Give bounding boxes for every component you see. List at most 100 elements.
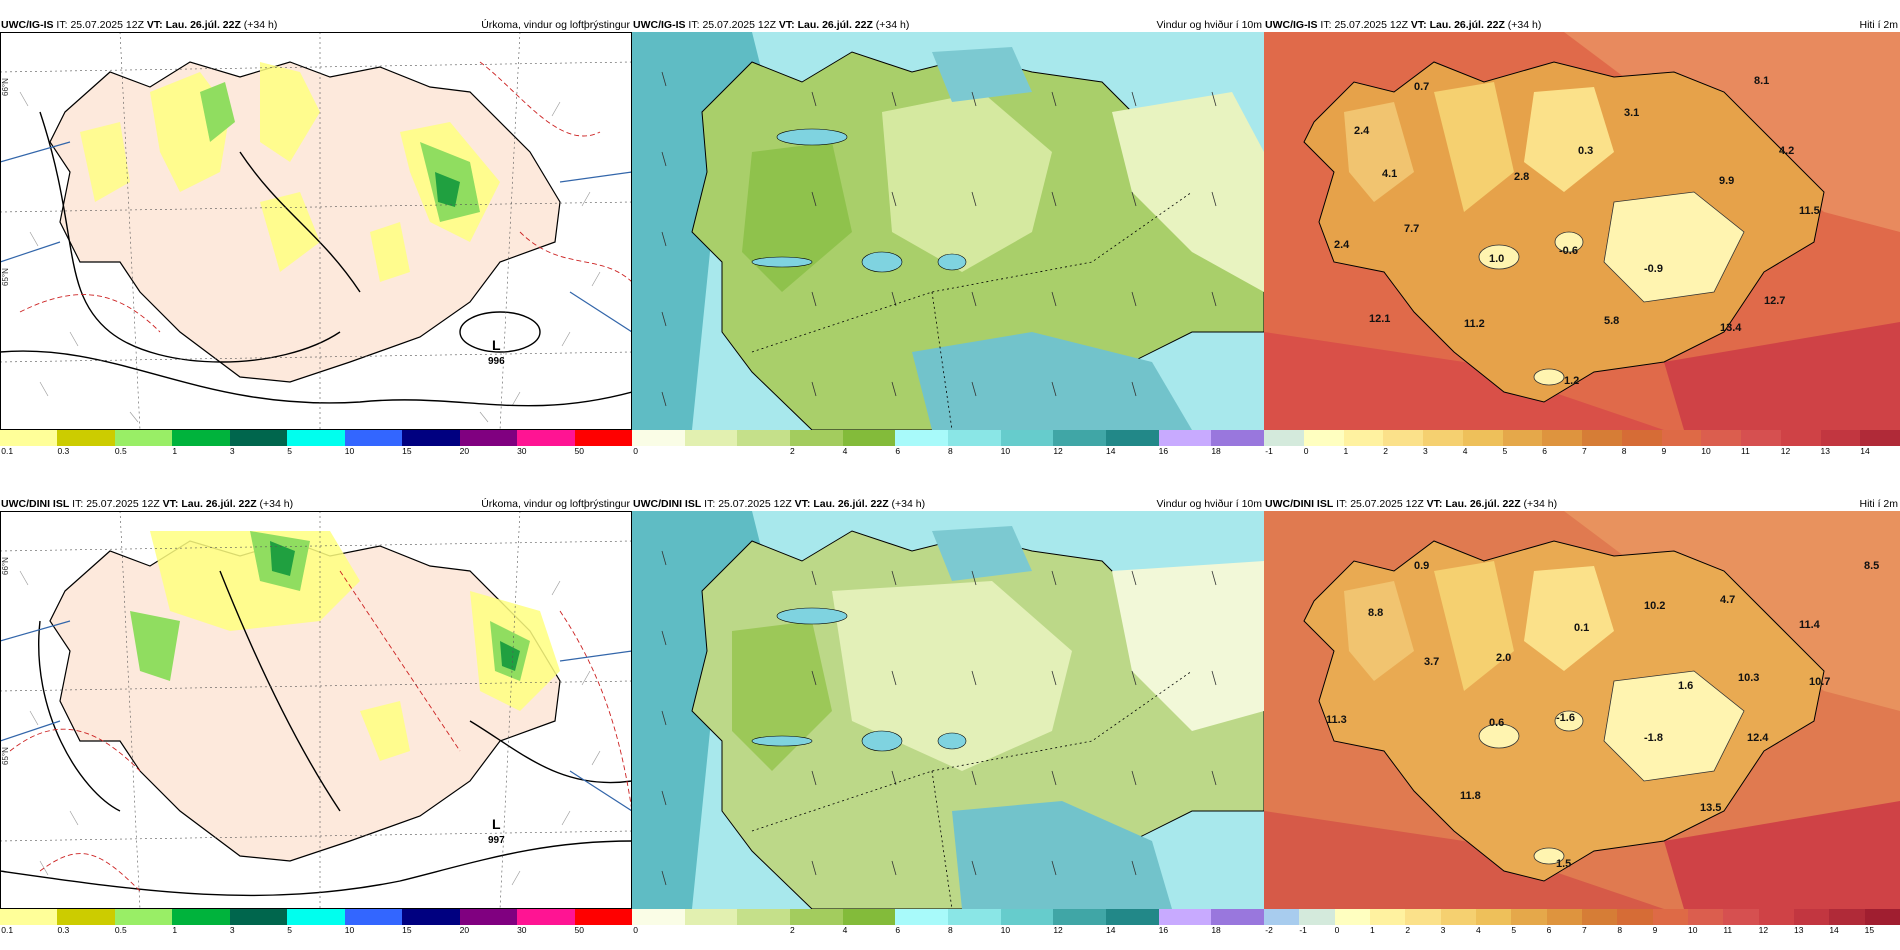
- colorbar-ticks: -1 0 1 2 3 4 5 6 7 8 9 10 11 12 13 14: [1264, 446, 1900, 458]
- low-pressure-letter: L: [492, 816, 501, 832]
- colorbar-tick-label: 15: [402, 446, 412, 456]
- temp-value: 1.2: [1564, 375, 1579, 387]
- panel-wind-row1: UWC/IG-IS IT: 25.07.2025 12Z VT: Lau. 26…: [632, 18, 1265, 458]
- colorbar-swatch: [574, 430, 632, 446]
- colorbar-swatch: [0, 909, 58, 925]
- colorbar-swatch: [1299, 909, 1335, 925]
- temp-value: 8.5: [1864, 560, 1879, 572]
- temp-value: 4.2: [1779, 145, 1794, 157]
- low-pressure-value: 996: [488, 356, 505, 367]
- colorbar-tick-label: 6: [1546, 925, 1552, 935]
- model-name: UWC/IG-IS: [633, 19, 686, 31]
- island-land: [1303, 540, 1825, 882]
- colorbar-swatch: [1211, 430, 1265, 446]
- colorbar-swatch: [344, 430, 403, 446]
- temp-value: 4.1: [1382, 168, 1397, 180]
- colorbar-tick-label: 6: [895, 925, 901, 935]
- temp-value: -0.9: [1644, 263, 1663, 275]
- colorbar-tick-label: 4: [842, 925, 848, 935]
- low-pressure-letter: L: [492, 337, 501, 353]
- model-name: UWC/DINI ISL: [633, 498, 702, 510]
- colorbar-swatch: [1582, 430, 1622, 446]
- panel-title: Hiti í 2m: [1859, 19, 1898, 31]
- lead-time: (+34 h): [1507, 19, 1542, 31]
- colorbar-swatch: [948, 909, 1001, 925]
- colorbar-swatch: [402, 909, 460, 925]
- temp-value: 13.4: [1720, 322, 1742, 334]
- it-label: IT:: [688, 19, 700, 31]
- precip-areas: [80, 62, 500, 282]
- colorbar-tick-label: 18: [1211, 446, 1221, 456]
- colorbar-swatch: [1723, 909, 1759, 925]
- island-land: [1303, 61, 1825, 403]
- colorbar-swatch: [895, 909, 949, 925]
- wind-map: [632, 511, 1264, 909]
- blue-lines: [0, 620, 632, 812]
- colorbar-swatch: [1000, 909, 1054, 925]
- colorbar-swatch: [0, 430, 58, 446]
- colorbar-tick-label: 8: [1621, 446, 1627, 456]
- colorbar-tick-label: 30: [517, 925, 527, 935]
- colorbar-swatch: [1701, 430, 1741, 446]
- colorbar-tick-label: 20: [459, 446, 470, 456]
- it-value: 25.07.2025 12Z: [1350, 498, 1424, 510]
- colorbar-swatch: [1621, 430, 1662, 446]
- colorbar-tick-label: 0.1: [1, 446, 14, 456]
- colorbar-tick-label: 20: [459, 925, 470, 935]
- colorbar-swatch: [1661, 430, 1702, 446]
- lead-time: (+34 h): [1523, 498, 1558, 510]
- temp-value: 3.7: [1424, 656, 1439, 668]
- colorbar-tick-label: 10: [1701, 446, 1711, 456]
- colorbar-tick-label: 10: [344, 925, 355, 935]
- colorbar-swatch: [684, 430, 738, 446]
- colorbar-tick-label: 0.5: [114, 446, 127, 456]
- colorbar-tick-label: -1: [1299, 925, 1307, 935]
- colorbar-swatch: [1741, 430, 1781, 446]
- colorbar-swatch: [114, 430, 173, 446]
- lat-label: 65°N: [1, 747, 10, 765]
- colorbar-tick-label: 4: [1476, 925, 1481, 935]
- panel-header: UWC/IG-IS IT: 25.07.2025 12Z VT: Lau. 26…: [0, 18, 632, 32]
- temp-value: 11.8: [1460, 790, 1481, 802]
- colorbar-tick-label: 3: [229, 446, 235, 456]
- temp-value: 11.2: [1464, 318, 1485, 330]
- it-label: IT:: [1336, 498, 1348, 510]
- colorbar-swatch: [632, 909, 685, 925]
- colorbar-swatch: [895, 430, 949, 446]
- vt-value: Lau. 26.júl. 22Z: [181, 498, 257, 510]
- precip-map: L 996 66°N 65°N: [0, 32, 632, 430]
- it-label: IT:: [56, 19, 68, 31]
- colorbar-tick-label: 16: [1158, 446, 1169, 456]
- temp-values: 0.9 8.5 8.8 10.2 4.7 0.1 11.4 3.7 2.0 10…: [1326, 560, 1879, 870]
- colorbar-swatch: [517, 909, 575, 925]
- colorbar-swatch: [1542, 430, 1582, 446]
- colorbar-swatch: [57, 909, 115, 925]
- colorbar-swatch: [517, 430, 575, 446]
- panel-title: Hiti í 2m: [1859, 498, 1898, 510]
- colorbar-tick-label: 8: [948, 446, 953, 456]
- colorbar-tick-label: 50: [574, 925, 584, 935]
- lead-time: (+34 h): [243, 19, 278, 31]
- temp-value: 8.1: [1754, 75, 1769, 87]
- colorbar-tick-label: 6: [895, 446, 901, 456]
- colorbar-tick-label: 7: [1582, 925, 1587, 935]
- vt-value: Lau. 26.júl. 22Z: [165, 19, 241, 31]
- vt-value: Lau. 26.júl. 22Z: [1445, 498, 1521, 510]
- colorbar-swatch: [1303, 430, 1344, 446]
- colorbar-tick-label: 10: [1000, 925, 1011, 935]
- colorbar-tick-label: 14: [1829, 925, 1839, 935]
- colorbar-tick-label: -1: [1265, 446, 1273, 456]
- colorbar-tick-label: 18: [1211, 925, 1221, 935]
- colorbar-precip: [0, 430, 632, 446]
- colorbar-swatch: [737, 430, 791, 446]
- temp-value: -1.8: [1644, 732, 1663, 744]
- temp-value: 12.7: [1764, 295, 1785, 307]
- colorbar-swatch: [1502, 430, 1543, 446]
- temp-value: 9.9: [1719, 175, 1734, 187]
- colorbar-swatch: [1053, 909, 1107, 925]
- colorbar-swatch: [737, 909, 791, 925]
- temp-value: 1.5: [1556, 858, 1571, 870]
- temp-value: -1.6: [1556, 712, 1575, 724]
- colorbar-swatch: [790, 430, 843, 446]
- precip-areas: [130, 531, 560, 761]
